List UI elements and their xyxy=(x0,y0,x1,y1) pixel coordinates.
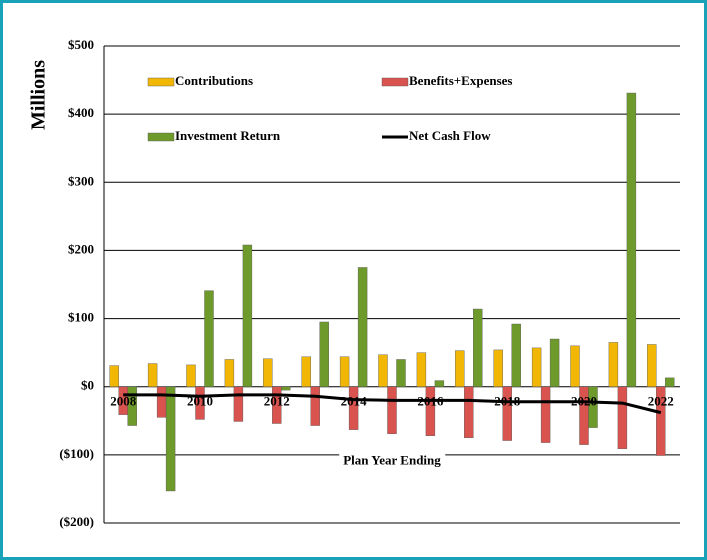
bar xyxy=(186,364,196,387)
x-tick-label: 2018 xyxy=(494,394,521,409)
y-tick-label: ($200) xyxy=(59,514,94,529)
bar xyxy=(608,342,619,387)
bar xyxy=(511,323,521,387)
bar xyxy=(127,386,137,426)
bar xyxy=(455,350,465,387)
legend-key xyxy=(381,77,409,87)
bar xyxy=(378,354,388,387)
bar xyxy=(281,386,291,391)
y-tick-label: $400 xyxy=(68,105,94,120)
bar xyxy=(310,386,320,426)
x-tick-label: 2022 xyxy=(648,394,674,409)
bar xyxy=(147,363,158,387)
y-tick-label: $100 xyxy=(68,310,94,325)
legend-label: Investment Return xyxy=(175,128,281,143)
bar xyxy=(339,356,350,387)
bar xyxy=(319,321,329,387)
bar xyxy=(416,352,427,387)
bar xyxy=(109,365,119,387)
bar xyxy=(656,386,666,456)
y-tick-label: ($100) xyxy=(59,446,94,461)
bar xyxy=(224,359,235,387)
bar xyxy=(549,338,560,387)
bar xyxy=(540,386,551,443)
bar xyxy=(357,267,368,387)
legend-label: Contributions xyxy=(175,73,253,88)
bar xyxy=(434,380,445,387)
bar xyxy=(387,386,397,434)
bar xyxy=(626,92,637,387)
bar xyxy=(502,386,512,441)
line xyxy=(123,393,662,415)
bar xyxy=(242,244,253,387)
x-tick-label: 2014 xyxy=(341,394,368,409)
legend-key xyxy=(147,77,175,87)
y-axis-label: Millions xyxy=(28,60,50,130)
bar xyxy=(233,386,244,422)
bar xyxy=(204,290,214,387)
bar xyxy=(473,308,483,387)
x-tick-label: 2016 xyxy=(417,394,444,409)
bar xyxy=(647,344,657,387)
bar xyxy=(301,356,311,387)
y-tick-label: $300 xyxy=(68,173,94,188)
x-tick-label: 2012 xyxy=(264,394,290,409)
y-tick-label: $0 xyxy=(81,378,94,393)
x-tick-label: 2010 xyxy=(187,394,213,409)
x-axis-label-bg xyxy=(339,451,446,469)
bar xyxy=(588,386,598,428)
bar xyxy=(617,386,628,449)
bar xyxy=(425,386,436,436)
x-axis-label: Plan Year Ending xyxy=(343,453,441,468)
bar xyxy=(156,386,167,418)
x-tick-label: 2020 xyxy=(571,394,597,409)
bar xyxy=(165,386,176,492)
x-tick-label: 2008 xyxy=(110,394,137,409)
bar xyxy=(272,386,282,424)
bar xyxy=(195,386,205,420)
legend-label: Net Cash Flow xyxy=(409,128,491,143)
bar xyxy=(464,386,474,439)
bar xyxy=(570,345,580,387)
bar xyxy=(263,358,273,387)
y-tick-label: $200 xyxy=(68,241,94,256)
bar xyxy=(531,347,542,387)
legend-label: Benefits+Expenses xyxy=(409,73,512,88)
bar xyxy=(396,359,406,387)
bar xyxy=(348,386,359,430)
legend-key xyxy=(147,132,175,142)
bar xyxy=(493,349,503,387)
y-tick-label: $500 xyxy=(68,37,94,52)
bar xyxy=(665,377,675,387)
